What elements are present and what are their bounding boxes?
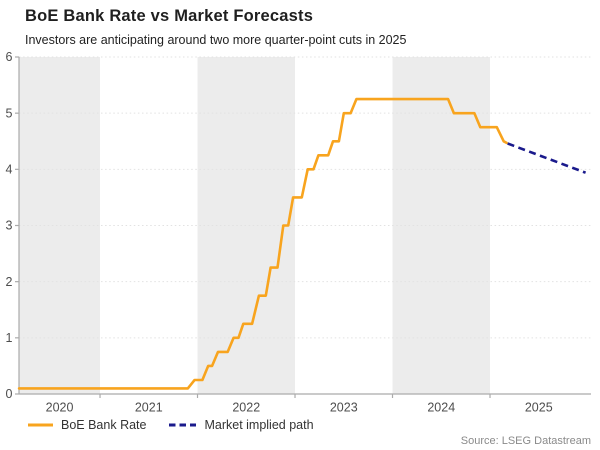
y-tick-label: 3 bbox=[6, 219, 13, 233]
series-line-boe-bank-rate bbox=[17, 97, 508, 390]
year-shading-band bbox=[19, 57, 100, 394]
legend-item-market-implied-path: Market implied path bbox=[168, 418, 314, 432]
y-tick-label: 1 bbox=[6, 331, 13, 345]
y-tick-label: 0 bbox=[6, 387, 13, 401]
x-tick-label: 2021 bbox=[135, 401, 163, 415]
chart-title: BoE Bank Rate vs Market Forecasts bbox=[25, 7, 314, 25]
series-line-market-implied-path bbox=[507, 142, 587, 174]
y-tick-label: 4 bbox=[6, 163, 13, 177]
legend-label-boe-bank-rate: BoE Bank Rate bbox=[61, 418, 147, 432]
x-tick-label: 2025 bbox=[525, 401, 553, 415]
x-tick-label: 2022 bbox=[232, 401, 260, 415]
y-tick-label: 6 bbox=[6, 50, 13, 64]
legend: BoE Bank Rate Market implied path bbox=[27, 418, 314, 432]
legend-label-market-implied-path: Market implied path bbox=[204, 418, 314, 432]
x-tick-label: 2023 bbox=[330, 401, 358, 415]
y-tick-label: 5 bbox=[6, 106, 13, 120]
source-credit: Source: LSEG Datastream bbox=[460, 435, 591, 447]
boe-line-swatch-icon bbox=[28, 423, 53, 427]
y-tick-label: 2 bbox=[6, 275, 13, 289]
x-tick-label: 2024 bbox=[427, 401, 455, 415]
market-path-swatch-icon bbox=[169, 423, 197, 427]
x-tick-label: 2020 bbox=[46, 401, 74, 415]
legend-item-boe-bank-rate: BoE Bank Rate bbox=[27, 418, 146, 432]
chart-subtitle: Investors are anticipating around two mo… bbox=[25, 33, 407, 47]
